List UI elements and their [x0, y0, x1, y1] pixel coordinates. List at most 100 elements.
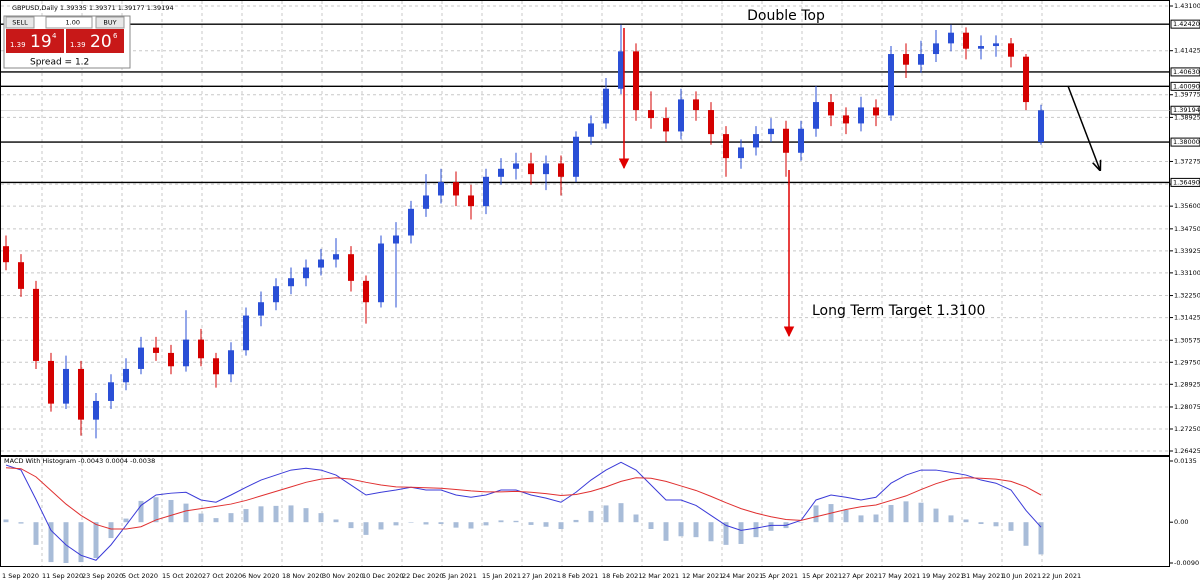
- candle-body: [3, 246, 9, 263]
- sell-frac[interactable]: 4: [52, 32, 57, 40]
- lots-input[interactable]: [45, 16, 93, 29]
- histogram-bar: [3, 519, 9, 523]
- histogram-bar: [918, 502, 924, 523]
- x-tick-label: 15 Apr 2021: [802, 572, 842, 580]
- candle-body: [393, 235, 399, 244]
- buy-label[interactable]: BUY: [103, 19, 116, 27]
- buy-button[interactable]: [95, 16, 125, 29]
- buy-pips[interactable]: 20: [90, 32, 112, 52]
- y-tick-label: 1.30575: [1174, 336, 1200, 344]
- histogram-bar: [48, 522, 54, 563]
- candle-body: [588, 123, 594, 137]
- candle-body: [993, 43, 999, 47]
- buy-frac[interactable]: 6: [113, 32, 118, 40]
- candle-body: [183, 339, 189, 367]
- macd-header: MACD With Histogram -0.0043 0.0004 -0.00…: [4, 457, 155, 465]
- candle-body: [798, 128, 804, 153]
- sell-pips[interactable]: 19: [30, 32, 52, 52]
- sell-label[interactable]: SELL: [12, 19, 28, 27]
- y-tick-label: 1.26425: [1174, 447, 1200, 455]
- candle-body: [558, 163, 564, 177]
- candle-body: [753, 134, 759, 148]
- histogram-bar: [618, 503, 624, 523]
- candle-body: [978, 46, 984, 49]
- candle-body: [228, 350, 234, 375]
- histogram-bar: [138, 500, 144, 523]
- candle-body: [288, 278, 294, 287]
- histogram-bar: [453, 522, 459, 528]
- candle-body: [573, 136, 579, 177]
- level-label: 1.42420: [1173, 20, 1200, 28]
- chart-title: Double Top: [747, 8, 825, 24]
- price-pane: [0, 0, 1170, 456]
- candle-body: [198, 339, 204, 359]
- lots-value[interactable]: 1.00: [66, 19, 80, 27]
- buy-big[interactable]: 1.39: [70, 41, 86, 49]
- candle-body: [468, 195, 474, 207]
- macd-line: [5, 461, 1042, 561]
- candle-body: [723, 134, 729, 159]
- annotation: Long Term Target 1.3100: [812, 303, 985, 319]
- histogram-bar: [228, 513, 234, 523]
- histogram-bar: [648, 522, 654, 529]
- y-tick-label: 1.35600: [1174, 202, 1200, 210]
- sell-price-box[interactable]: [6, 29, 64, 53]
- x-tick-label: 30 Nov 2020: [322, 572, 364, 580]
- candle-body: [273, 286, 279, 303]
- histogram-bar: [888, 504, 894, 523]
- histogram-bar: [243, 509, 249, 523]
- candle-body: [378, 243, 384, 303]
- candle-body: [78, 368, 84, 420]
- histogram-bar: [573, 519, 579, 523]
- candle-body: [528, 163, 534, 175]
- candle-body: [633, 51, 639, 111]
- trade-panel: SELL 1.00 BUY 1.39 19 4 1.39 20 6 Spread…: [3, 15, 131, 69]
- candle-body: [363, 280, 369, 303]
- histogram-bar: [933, 508, 939, 523]
- histogram-bar: [333, 519, 339, 523]
- y-tick-label: -0.0090: [1174, 559, 1199, 567]
- histogram-bar: [348, 522, 354, 529]
- histogram-bar: [903, 501, 909, 523]
- candle-body: [108, 382, 114, 401]
- x-tick-label: 8 Feb 2021: [562, 572, 598, 580]
- histogram-bar: [948, 515, 954, 523]
- candle-body: [93, 400, 99, 420]
- y-tick-label: 1.31425: [1174, 314, 1200, 322]
- histogram-bar: [768, 522, 774, 531]
- sell-big[interactable]: 1.39: [10, 41, 26, 49]
- arrow: [1067, 85, 1100, 170]
- histogram-bar: [978, 522, 984, 525]
- histogram-bar: [858, 515, 864, 523]
- sell-button[interactable]: [5, 16, 35, 29]
- x-tick-label: 18 Nov 2020: [282, 572, 324, 580]
- candle-body: [123, 368, 129, 383]
- x-tick-label: 5 Apr 2021: [762, 572, 798, 580]
- candle-body: [513, 163, 519, 169]
- histogram-bar: [123, 518, 129, 523]
- candle-body: [243, 315, 249, 351]
- histogram-bar: [408, 522, 414, 523]
- candle-body: [33, 288, 39, 361]
- level-label-box: [1170, 19, 1200, 29]
- histogram-bar: [288, 505, 294, 523]
- candle-body: [873, 107, 879, 116]
- histogram-bar: [993, 522, 999, 527]
- price-marker-label: 1.39194: [1173, 106, 1200, 114]
- histogram-bar: [63, 522, 69, 563]
- x-tick-label: 5 Jan 2021: [442, 572, 477, 580]
- spread: Spread = 1.2: [30, 58, 89, 68]
- candle-body: [258, 302, 264, 316]
- x-tick-label: 2 Mar 2021: [642, 572, 679, 580]
- candle-body: [348, 254, 354, 281]
- level-label: 1.36490: [1173, 178, 1200, 186]
- histogram-bar: [168, 499, 174, 523]
- candle-body: [168, 352, 174, 367]
- buy-price-box[interactable]: [66, 29, 124, 53]
- x-tick-label: 15 Jan 2021: [482, 572, 521, 580]
- histogram-bar: [1038, 522, 1044, 555]
- x-tick-label: 27 Apr 2021: [842, 572, 882, 580]
- candle-body: [303, 267, 309, 279]
- candle-body: [888, 54, 894, 116]
